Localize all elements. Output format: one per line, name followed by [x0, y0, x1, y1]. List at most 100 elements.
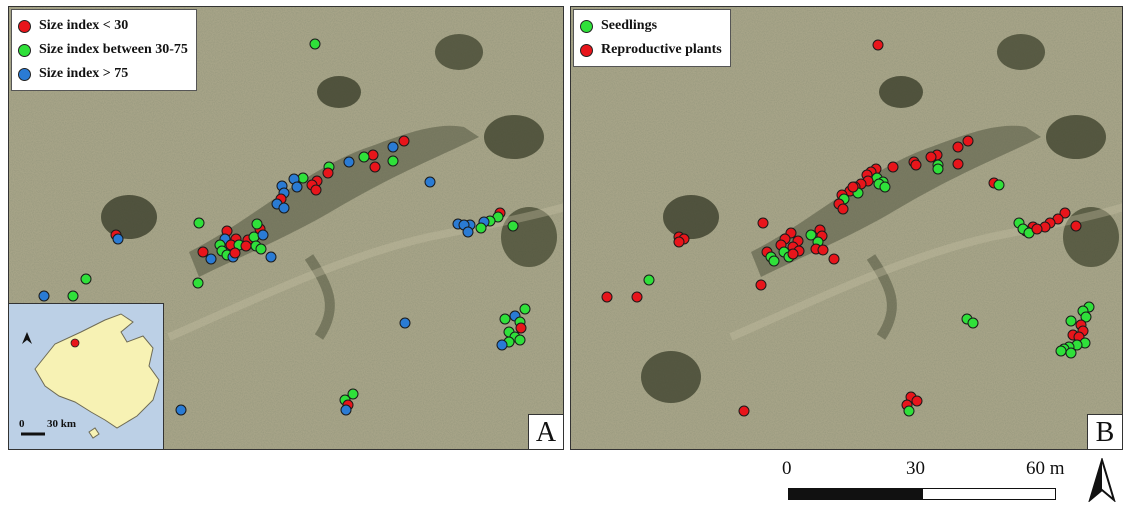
inset-scale-end: 30 km: [47, 418, 77, 430]
plant-point: [1065, 347, 1077, 359]
plant-point: [1070, 220, 1082, 232]
plant-point: [322, 167, 334, 179]
plant-point: [887, 161, 899, 173]
plant-point: [424, 176, 436, 188]
scale-tick-label: 60 m: [1026, 458, 1065, 479]
map-panel-a: Size index < 30 Size index between 30-75…: [8, 6, 564, 450]
legend-item: Size index > 75: [18, 62, 188, 86]
plant-point: [514, 334, 526, 346]
aerial-imagery-b: [571, 7, 1122, 449]
legend-label: Reproductive plants: [601, 42, 722, 57]
plant-point: [347, 388, 359, 400]
plant-point: [952, 141, 964, 153]
plant-point: [787, 248, 799, 260]
scale-bar: 0 30 60 m: [770, 452, 1070, 504]
legend-label: Size index > 75: [39, 66, 129, 81]
plant-point: [297, 172, 309, 184]
legend-a: Size index < 30 Size index between 30-75…: [11, 9, 197, 91]
plant-point: [925, 151, 937, 163]
plant-point: [847, 181, 859, 193]
plant-point: [962, 135, 974, 147]
plant-point: [387, 141, 399, 153]
plant-point: [910, 159, 922, 171]
legend-swatch: [18, 43, 31, 57]
panel-label-b: B: [1087, 414, 1122, 449]
north-arrow-icon: [1087, 456, 1117, 507]
plant-point: [340, 404, 352, 416]
plant-point: [398, 135, 410, 147]
plant-point: [768, 255, 780, 267]
plant-point: [755, 279, 767, 291]
plant-point: [507, 220, 519, 232]
legend-item: Reproductive plants: [580, 38, 722, 62]
plant-point: [837, 203, 849, 215]
plant-point: [903, 405, 915, 417]
plant-point: [205, 253, 217, 265]
plant-point: [192, 277, 204, 289]
plant-point: [519, 303, 531, 315]
plant-point: [309, 38, 321, 50]
plant-point: [399, 317, 411, 329]
plant-point: [911, 395, 923, 407]
plant-point: [367, 149, 379, 161]
scale-tick-label: 0: [782, 458, 792, 479]
plant-point: [251, 218, 263, 230]
plant-point: [673, 236, 685, 248]
plant-point: [879, 181, 891, 193]
plant-point: [805, 229, 817, 241]
legend-swatch: [18, 19, 31, 33]
legend-swatch: [18, 67, 31, 81]
map-panel-b: Seedlings Reproductive plants B: [570, 6, 1123, 450]
plant-point: [229, 247, 241, 259]
legend-swatch: [580, 43, 593, 57]
plant-point: [993, 179, 1005, 191]
legend-label: Size index < 30: [39, 18, 129, 33]
plant-point: [387, 155, 399, 167]
plant-point: [475, 222, 487, 234]
north-arrow-icon: [22, 332, 32, 344]
plant-point: [1065, 315, 1077, 327]
plant-point: [358, 151, 370, 163]
plant-point: [38, 290, 50, 302]
plant-point: [1055, 345, 1067, 357]
island-outline: [21, 313, 160, 439]
plant-point: [175, 404, 187, 416]
plant-point: [369, 161, 381, 173]
scale-segment-light: [922, 488, 1056, 500]
plant-point: [80, 273, 92, 285]
points-layer-b: [601, 39, 1095, 417]
plant-point: [197, 246, 209, 258]
plant-point: [967, 317, 979, 329]
inset-scale-start: 0: [19, 418, 25, 430]
plant-point: [310, 184, 322, 196]
plant-point: [291, 181, 303, 193]
locator-inset-map: 0 30 km: [9, 303, 164, 449]
plant-point: [257, 229, 269, 241]
legend-label: Seedlings: [601, 18, 658, 33]
scale-tick-label: 30: [906, 458, 925, 479]
plant-point: [265, 251, 277, 263]
plant-point: [240, 240, 252, 252]
plant-point: [952, 158, 964, 170]
legend-item: Size index between 30-75: [18, 38, 188, 62]
legend-swatch: [580, 19, 593, 33]
plant-point: [738, 405, 750, 417]
plant-point: [112, 233, 124, 245]
legend-item: Seedlings: [580, 14, 722, 38]
plant-point: [872, 39, 884, 51]
plant-point: [601, 291, 613, 303]
plant-point: [817, 244, 829, 256]
plant-point: [462, 226, 474, 238]
points-layer-a: [38, 38, 531, 416]
plant-point: [932, 163, 944, 175]
plant-point: [515, 322, 527, 334]
plant-point: [255, 243, 267, 255]
panel-label-a: A: [528, 414, 563, 449]
plant-point: [757, 217, 769, 229]
plant-point: [643, 274, 655, 286]
plant-point: [67, 290, 79, 302]
legend-item: Size index < 30: [18, 14, 188, 38]
plant-point: [193, 217, 205, 229]
plant-point: [828, 253, 840, 265]
scale-segment-dark: [788, 488, 922, 500]
